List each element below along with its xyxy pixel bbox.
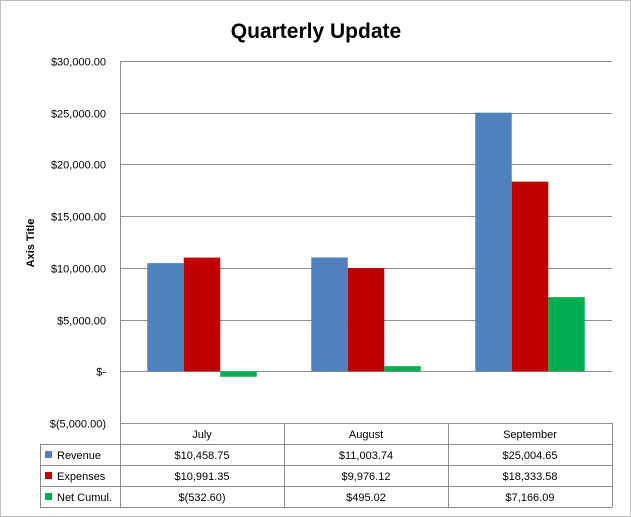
y-axis-ticks: $30,000.00 $25,000.00 $20,000.00 $15,000.00… bbox=[50, 57, 107, 431]
legend-key-0 bbox=[45, 451, 52, 458]
legend-key-1 bbox=[45, 472, 52, 479]
y-tick-label: $5,000.00 bbox=[57, 316, 106, 328]
bar-expenses-august bbox=[347, 268, 385, 372]
legend-key-2 bbox=[45, 493, 52, 500]
table-cell-value: $10,458.75 bbox=[174, 450, 229, 462]
y-axis-title: Axis Title bbox=[25, 219, 37, 268]
table-header-august: August bbox=[349, 429, 383, 441]
table-cell-value: $18,333.58 bbox=[502, 471, 557, 483]
chart-title: Quarterly Update bbox=[231, 20, 401, 43]
bars bbox=[147, 112, 585, 377]
table-header-july: July bbox=[192, 429, 212, 441]
series-name: Expenses bbox=[57, 471, 106, 483]
bar-net-cumul-september bbox=[548, 297, 585, 372]
y-tick-label: $15,000.00 bbox=[51, 212, 106, 224]
table-cell-value: $11,003.74 bbox=[339, 450, 393, 462]
series-name: Revenue bbox=[57, 450, 101, 462]
table-header-september: September bbox=[503, 429, 557, 441]
data-table: July August September Revenue $10,458.75 $11,… bbox=[40, 423, 613, 508]
table-cell-value: $495.02 bbox=[346, 492, 386, 504]
y-tick-label: $10,000.00 bbox=[51, 264, 106, 276]
bar-revenue-july bbox=[147, 263, 184, 372]
y-tick-label: $- bbox=[96, 367, 106, 379]
bar-net-cumul-august bbox=[384, 366, 421, 372]
y-tick-label: $30,000.00 bbox=[51, 57, 106, 69]
bar-expenses-july bbox=[183, 257, 221, 372]
bar-revenue-september bbox=[475, 112, 512, 372]
bar-revenue-august bbox=[311, 257, 348, 372]
y-tick-label: $(5,000.00) bbox=[50, 419, 106, 431]
table-cell-value: $(532.60) bbox=[178, 492, 225, 504]
table-cell-value: $10,991.35 bbox=[174, 471, 229, 483]
table-cell-value: $25,004.65 bbox=[502, 450, 557, 462]
table-cell-value: $7,166.09 bbox=[506, 492, 555, 504]
bar-net-cumul-july bbox=[220, 371, 257, 377]
y-tick-label: $25,000.00 bbox=[51, 109, 106, 121]
table-cell-value: $9,976.12 bbox=[342, 471, 391, 483]
bar-expenses-september bbox=[511, 181, 549, 372]
y-tick-label: $20,000.00 bbox=[51, 160, 106, 172]
series-name: Net Cumul. bbox=[57, 492, 112, 504]
